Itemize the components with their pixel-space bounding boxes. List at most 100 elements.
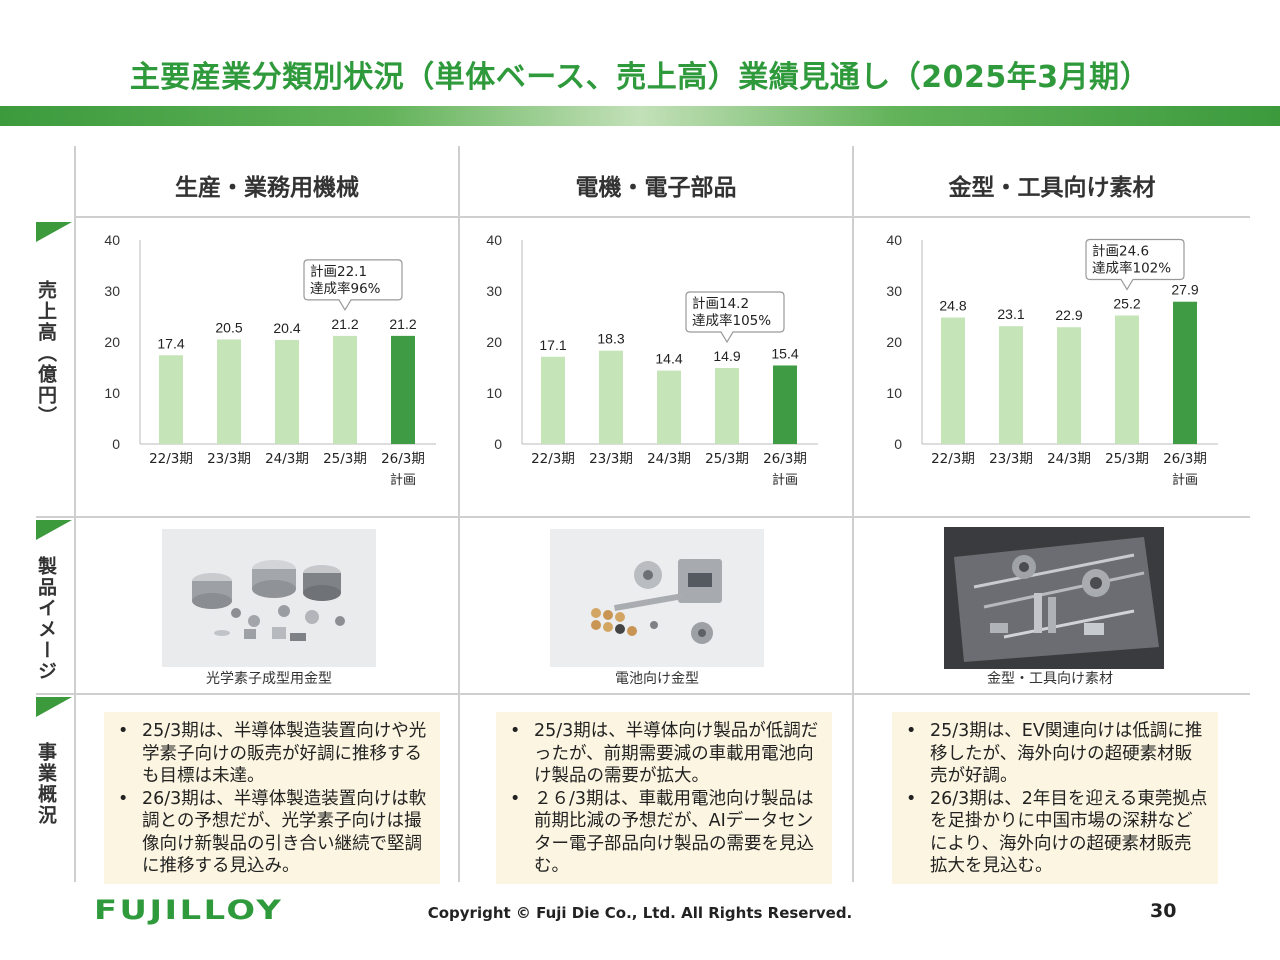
data-label: 18.3 — [597, 331, 624, 347]
product-photo-optical-molds — [162, 529, 376, 667]
x-tick-label: 23/3期 — [989, 451, 1033, 467]
callout-text: 達成率105% — [692, 312, 771, 329]
bar — [333, 335, 357, 444]
data-label: 21.2 — [331, 316, 358, 332]
x-tick-label: 25/3期 — [705, 451, 749, 467]
summary-bullet: 25/3期は、半導体製造装置向けや光学素子向けの販売が好調に推移するも目標は未達… — [116, 720, 430, 788]
bar — [1115, 315, 1139, 444]
row-label-sales: 売上高（億円） — [35, 280, 57, 427]
business-summary-machinery: 25/3期は、半導体製造装置向けや光学素子向けの販売が好調に推移するも目標は未達… — [104, 712, 440, 884]
data-label: 14.4 — [655, 351, 682, 367]
callout-bubble — [303, 259, 403, 312]
x-tick-sublabel: 計画 — [1172, 472, 1198, 488]
x-tick-label: 23/3期 — [207, 451, 251, 467]
data-label: 20.5 — [215, 319, 242, 335]
sales-chart-materials: 0 10 20 30 40 24.8 22/3期 23.1 23/3期 22.9 24/3期 25.2… — [886, 232, 1218, 488]
grid-divider — [36, 693, 1250, 695]
y-tick-label: 0 — [494, 436, 502, 452]
company-logo: FUJILLOY — [94, 895, 284, 926]
data-label: 17.4 — [157, 335, 184, 351]
grid-divider — [458, 146, 460, 882]
title-underline-bar — [0, 106, 1280, 126]
row-label-product: 製品イメージ — [35, 556, 57, 682]
data-label: 22.9 — [1055, 307, 1082, 323]
x-tick-label: 23/3期 — [589, 451, 633, 467]
bar — [391, 335, 415, 444]
x-tick-label: 22/3期 — [531, 451, 575, 467]
bar — [715, 368, 739, 444]
y-tick-label: 40 — [486, 232, 502, 248]
x-tick-sublabel: 計画 — [390, 472, 416, 488]
summary-bullet: 26/3期は、2年目を迎える東莞拠点を足掛かりに中国市場の深耕などにより、海外向… — [904, 788, 1208, 878]
data-label: 21.2 — [389, 316, 416, 332]
data-label: 27.9 — [1171, 282, 1198, 298]
bar — [941, 317, 965, 444]
business-summary-materials: 25/3期は、EV関連向けは低調に推移したが、海外向けの超硬素材販売が好調。 2… — [892, 712, 1218, 884]
x-tick-label: 26/3期 — [381, 451, 425, 467]
column-heading-electronics: 電機・電子部品 — [575, 175, 737, 201]
callout-bubble — [685, 291, 785, 344]
row-label-business: 事業概況 — [35, 742, 57, 826]
bar — [217, 339, 241, 444]
x-tick-label: 24/3期 — [265, 451, 309, 467]
bar — [599, 350, 623, 444]
bar — [275, 339, 299, 444]
grid-divider — [852, 146, 854, 882]
bar — [999, 326, 1023, 444]
summary-bullet: ２６/3期は、車載用電池向け製品は前期比減の予想だが、AIデータセンター電子部品… — [508, 788, 822, 878]
bar — [1057, 327, 1081, 444]
data-label: 25.2 — [1113, 295, 1140, 311]
y-tick-label: 20 — [486, 334, 502, 350]
bar — [159, 355, 183, 444]
x-tick-sublabel: 計画 — [772, 472, 798, 488]
y-tick-label: 40 — [886, 232, 902, 248]
callout-text: 達成率102% — [1092, 259, 1171, 276]
product-photo-tool-materials — [944, 527, 1164, 669]
photo-caption: 電池向け金型 — [615, 671, 699, 687]
x-tick-label: 24/3期 — [1047, 451, 1091, 467]
bar — [1173, 301, 1197, 444]
bar — [657, 370, 681, 444]
x-tick-label: 22/3期 — [931, 451, 975, 467]
bar — [541, 356, 565, 444]
x-tick-label: 24/3期 — [647, 451, 691, 467]
row-marker-icon — [36, 520, 72, 540]
photo-caption: 金型・工具向け素材 — [987, 671, 1113, 687]
y-tick-label: 10 — [486, 385, 502, 401]
data-label: 17.1 — [539, 337, 566, 353]
grid-divider — [74, 146, 76, 882]
page-number: 30 — [1150, 900, 1177, 922]
callout-text: 計画22.1 — [310, 264, 367, 280]
business-summary-electronics: 25/3期は、半導体向け製品が低調だったが、前期需要減の車載用電池向け製品の需要… — [496, 712, 832, 884]
data-label: 23.1 — [997, 306, 1024, 322]
callout-text: 達成率96% — [310, 280, 381, 297]
photo-caption: 光学素子成型用金型 — [206, 671, 332, 687]
callout-text: 計画24.6 — [1092, 243, 1149, 259]
callout-bubble — [1085, 238, 1185, 291]
x-tick-label: 26/3期 — [763, 451, 807, 467]
grid-divider — [76, 216, 1250, 218]
y-tick-label: 40 — [104, 232, 120, 248]
product-photo-battery-molds — [550, 529, 764, 667]
y-tick-label: 30 — [486, 283, 502, 299]
x-tick-label: 25/3期 — [323, 451, 367, 467]
x-tick-label: 25/3期 — [1105, 451, 1149, 467]
copyright-text: Copyright © Fuji Die Co., Ltd. All Right… — [427, 904, 853, 922]
row-marker-icon — [36, 222, 72, 242]
summary-bullet: 26/3期は、半導体製造装置向けは軟調との予想だが、光学素子向けは撮像向け新製品… — [116, 788, 430, 878]
page-title: 主要産業分類別状況（単体ベース、売上高）業績見通し（2025年3月期） — [129, 60, 1151, 95]
summary-bullet: 25/3期は、EV関連向けは低調に推移したが、海外向けの超硬素材販売が好調。 — [904, 720, 1208, 788]
column-heading-machinery: 生産・業務用機械 — [175, 175, 359, 201]
data-label: 14.9 — [713, 348, 740, 364]
y-tick-label: 0 — [894, 436, 902, 452]
row-marker-icon — [36, 697, 72, 717]
x-tick-label: 22/3期 — [149, 451, 193, 467]
y-tick-label: 0 — [112, 436, 120, 452]
y-tick-label: 30 — [104, 283, 120, 299]
grid-divider — [36, 516, 1250, 518]
sales-chart-electronics: 0 10 20 30 40 17.1 22/3期 18.3 23/3期 14.4 24/3期 14.9… — [486, 232, 818, 488]
column-heading-materials: 金型・工具向け素材 — [948, 175, 1156, 201]
sales-chart-machinery: 0 10 20 30 40 17.4 22/3期 20.5 23/3期 20.4 24/3期 21.2… — [104, 232, 436, 488]
y-tick-label: 30 — [886, 283, 902, 299]
data-label: 20.4 — [273, 320, 300, 336]
